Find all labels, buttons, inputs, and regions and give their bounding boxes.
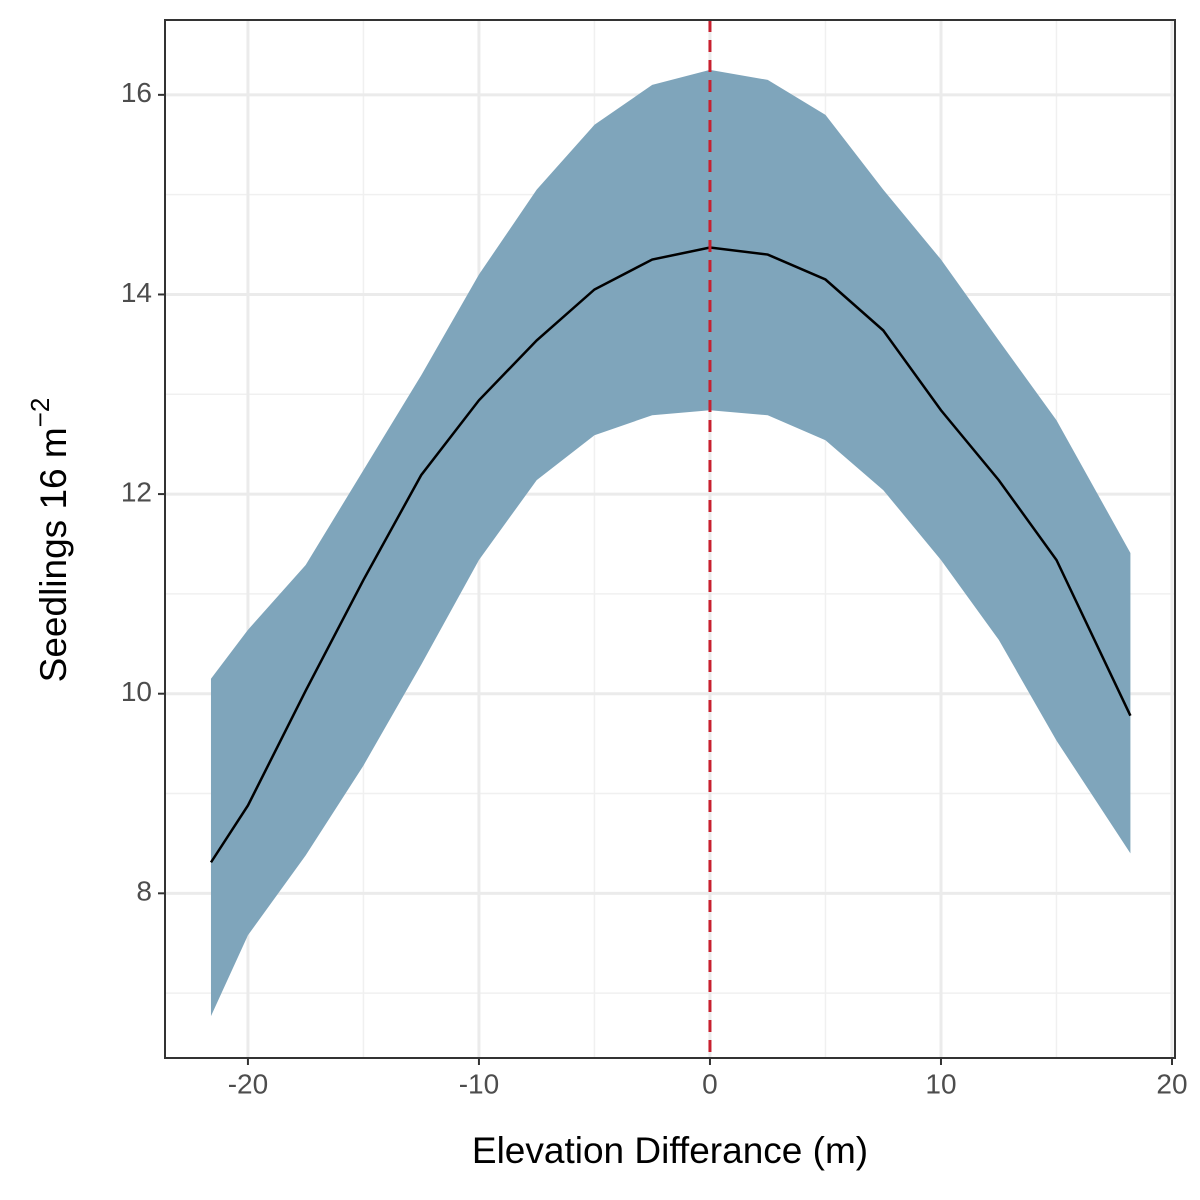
x-tick-label: 20: [1156, 1068, 1187, 1099]
y-axis-title-main: Seedlings 16 m: [33, 427, 74, 682]
fit-line: [209, 246, 1132, 864]
y-tick-label: 10: [121, 676, 152, 707]
x-tick-label: -10: [459, 1068, 499, 1099]
y-tick-label: 12: [121, 476, 152, 507]
y-axis-title: Seedlings 16 m−2: [25, 398, 74, 683]
y-tick-label: 16: [121, 77, 152, 108]
y-tick-label: 14: [121, 277, 152, 308]
x-axis-title: Elevation Differance (m): [472, 1130, 868, 1171]
y-axis-title-superscript: −2: [25, 398, 55, 428]
x-tick-label: 0: [702, 1068, 718, 1099]
x-tick-label: 10: [925, 1068, 956, 1099]
panel-border: [164, 19, 1176, 1059]
confidence-band: [210, 69, 1131, 1017]
y-tick-label: 8: [136, 876, 152, 907]
x-tick-label: -20: [228, 1068, 268, 1099]
